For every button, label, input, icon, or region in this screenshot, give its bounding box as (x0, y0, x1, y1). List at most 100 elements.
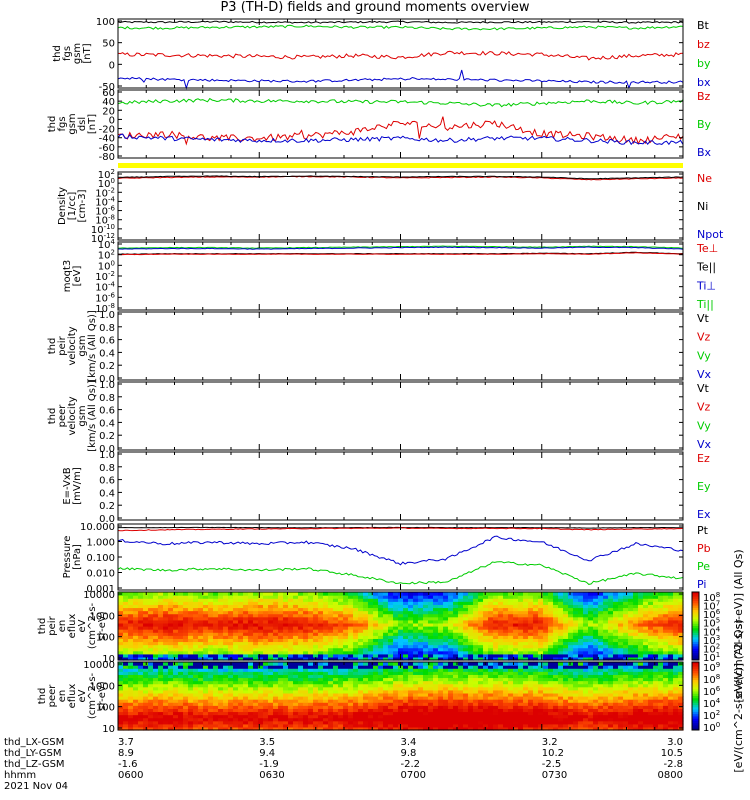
heatmap-cell (178, 711, 184, 716)
heatmap-cell (343, 653, 349, 658)
heatmap-cell (523, 653, 529, 658)
heatmap-cell (418, 622, 424, 627)
heatmap-cell (173, 641, 179, 646)
heatmap-cell (493, 714, 499, 719)
heatmap-cell (428, 656, 434, 661)
heatmap-cell (503, 641, 509, 646)
heatmap-cell (398, 720, 404, 725)
heatmap-cell (138, 616, 144, 621)
heatmap-cell (573, 619, 579, 624)
heatmap-cell (303, 610, 309, 615)
heatmap-cell (263, 592, 269, 596)
heatmap-cell (168, 702, 174, 706)
heatmap-cell (263, 613, 269, 618)
heatmap-cell (498, 616, 504, 621)
heatmap-cell (278, 635, 284, 639)
heatmap-cell (473, 680, 479, 685)
heatmap-cell (548, 619, 554, 624)
heatmap-cell (293, 714, 299, 719)
heatmap-cell (193, 644, 199, 649)
heatmap-cell (178, 726, 184, 731)
heatmap-cell (443, 626, 449, 630)
heatmap-cell (183, 601, 189, 605)
heatmap-cell (558, 635, 564, 639)
heatmap-cell (393, 632, 399, 636)
colorbar-segment (692, 610, 699, 613)
heatmap-cell (618, 656, 624, 661)
heatmap-cell (483, 626, 489, 630)
heatmap-cell (183, 641, 189, 646)
heatmap-cell (128, 702, 134, 706)
heatmap-cell (303, 711, 309, 716)
heatmap-cell (173, 699, 179, 703)
heatmap-cell (528, 680, 534, 685)
heatmap-cell (208, 705, 214, 709)
series-line-bz (117, 116, 684, 146)
heatmap-cell (673, 607, 679, 612)
heatmap-cell (298, 671, 304, 675)
heatmap-cell (198, 613, 204, 618)
heatmap-cell (578, 626, 584, 630)
heatmap-cell (198, 671, 204, 675)
heatmap-cell (188, 686, 194, 691)
heatmap-cell (388, 607, 394, 612)
heatmap-cell (518, 656, 524, 661)
heatmap-cell (508, 601, 514, 605)
heatmap-cell (423, 650, 429, 655)
heatmap-cell (168, 641, 174, 646)
heatmap-cell (128, 711, 134, 716)
heatmap-cell (493, 674, 499, 679)
heatmap-cell (343, 717, 349, 722)
heatmap-cell (198, 689, 204, 694)
heatmap-cell (303, 607, 309, 612)
heatmap-cell (328, 644, 334, 649)
heatmap-cell (478, 650, 484, 655)
heatmap-cell (503, 626, 509, 630)
heatmap-cell (383, 635, 389, 639)
heatmap-cell (343, 635, 349, 639)
heatmap-cell (513, 610, 519, 615)
heatmap-cell (478, 708, 484, 713)
heatmap-cell (358, 622, 364, 627)
heatmap-cell (368, 683, 374, 688)
heatmap-cell (528, 607, 534, 612)
heatmap-cell (608, 656, 614, 661)
heatmap-cell (243, 632, 249, 636)
heatmap-cell (148, 629, 154, 633)
heatmap-cell (308, 720, 314, 725)
heatmap-cell (518, 708, 524, 713)
heatmap-cell (543, 635, 549, 639)
heatmap-cell (533, 720, 539, 725)
heatmap-cell (288, 668, 294, 672)
heatmap-cell (468, 647, 474, 652)
heatmap-cell (248, 595, 254, 599)
y-tick-label: 0.4 (99, 418, 115, 429)
heatmap-cell (288, 653, 294, 658)
heatmap-cell (523, 632, 529, 636)
heatmap-cell (408, 674, 414, 679)
heatmap-cell (403, 626, 409, 630)
heatmap-cell (368, 689, 374, 694)
heatmap-cell (473, 656, 479, 661)
heatmap-cell (433, 686, 439, 691)
heatmap-cell (638, 604, 644, 609)
heatmap-cell (513, 668, 519, 672)
heatmap-cell (158, 656, 164, 661)
heatmap-cell (323, 595, 329, 599)
heatmap-cell (213, 717, 219, 722)
heatmap-cell (358, 629, 364, 633)
heatmap-cell (528, 686, 534, 691)
heatmap-cell (118, 647, 124, 652)
heatmap-cell (488, 622, 494, 627)
heatmap-cell (393, 711, 399, 716)
heatmap-cell (463, 720, 469, 725)
heatmap-cell (373, 619, 379, 624)
heatmap-cell (328, 717, 334, 722)
heatmap-cell (228, 674, 234, 679)
heatmap-cell (468, 692, 474, 697)
heatmap-cell (438, 671, 444, 675)
heatmap-cell (328, 626, 334, 630)
heatmap-cell (213, 629, 219, 633)
heatmap-cell (278, 671, 284, 675)
heatmap-cell (503, 692, 509, 697)
